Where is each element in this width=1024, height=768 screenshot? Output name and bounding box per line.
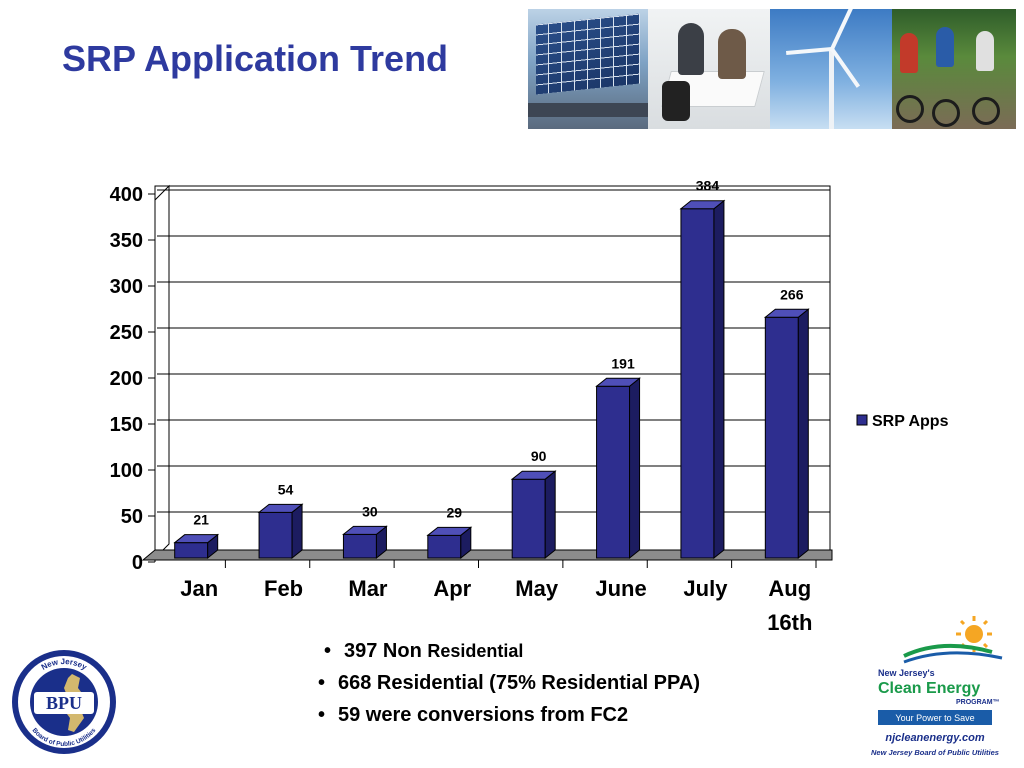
legend-swatch xyxy=(856,414,868,426)
logo-line2: Clean Energy xyxy=(878,680,980,697)
bullet-suffix: Residential xyxy=(427,641,524,661)
bullet-main: 59 were conversions from FC2 xyxy=(338,704,629,726)
bullet-item: • 59 were conversions from FC2 xyxy=(318,704,629,726)
clean-energy-program-logo: New Jersey's Clean Energy PROGRAM™ Your … xyxy=(871,616,1003,757)
x-tick-label: June xyxy=(595,576,646,601)
bar-side xyxy=(713,199,725,560)
logo-tagline: Your Power to Save xyxy=(895,713,974,723)
x-tick-label: May xyxy=(515,576,559,601)
bar-side xyxy=(629,377,641,560)
logo-url: njcleanenergy.com xyxy=(885,732,984,744)
data-label: 21 xyxy=(193,512,209,528)
x-tick-label: Jan xyxy=(180,576,218,601)
x-tick-label-line2: 16th xyxy=(767,610,812,635)
x-tick-label: Aug xyxy=(768,576,811,601)
bar-top xyxy=(595,377,641,387)
legend-label: SRP Apps xyxy=(872,413,949,430)
bar-top xyxy=(510,470,557,480)
y-tick-label: 400 xyxy=(110,184,143,206)
bullet-main: 668 Residential (75% Residential PPA) xyxy=(338,672,700,694)
bar-top xyxy=(257,503,304,513)
y-tick-label: 350 xyxy=(110,230,143,252)
logo-line3: PROGRAM™ xyxy=(956,699,1000,706)
bpu-center-text: BPU xyxy=(46,693,82,713)
bullet-item: • 668 Residential (75% Residential PPA) xyxy=(318,672,700,694)
slide-title: SRP Application Trend xyxy=(62,38,449,79)
bar xyxy=(596,385,631,559)
x-tick-label: July xyxy=(683,576,728,601)
bar xyxy=(764,316,799,559)
y-tick-label: 300 xyxy=(110,276,143,298)
bar xyxy=(174,542,209,559)
bpu-seal-logo: New Jersey Board of Public Utilities BPU xyxy=(12,650,116,754)
bar-top xyxy=(342,525,388,535)
bar-top xyxy=(426,526,473,536)
bar xyxy=(427,534,462,559)
x-tick-label: Apr xyxy=(433,576,471,601)
x-tick-label: Mar xyxy=(348,576,388,601)
bar-side xyxy=(544,470,556,560)
photo-banner xyxy=(528,9,1016,129)
bar-chart: 0 50 100 150 200 250 300 350 400 21 Jan 54 Feb 30 Mar 2… xyxy=(110,178,949,635)
logo-line1: New Jersey's xyxy=(878,668,935,678)
solar-panels-photo xyxy=(528,9,648,129)
cyclists-photo xyxy=(892,9,1016,129)
x-tick-label: Feb xyxy=(264,576,303,601)
bar-top xyxy=(763,308,810,318)
plot-area-frame xyxy=(154,185,831,559)
data-label: 191 xyxy=(611,355,635,371)
summary-bullets: • 397 Non Residential • 668 Residential (7… xyxy=(318,640,700,736)
y-tick-label: 50 xyxy=(121,506,143,528)
data-label: 29 xyxy=(447,504,463,520)
bar-top xyxy=(679,200,726,210)
sun-icon xyxy=(956,616,992,652)
data-label: 54 xyxy=(278,481,294,497)
office-meeting-photo xyxy=(648,9,770,129)
bar-side xyxy=(291,503,303,560)
wind-turbine-photo xyxy=(770,9,892,129)
data-label: 90 xyxy=(531,448,547,464)
y-tick-label: 0 xyxy=(132,552,143,574)
chart-floor xyxy=(141,549,833,561)
bullet-main: 397 Non xyxy=(344,640,422,662)
bar-top xyxy=(173,534,220,544)
chart-side-wall xyxy=(154,184,170,560)
data-label: 30 xyxy=(362,503,378,519)
logo-agency: New Jersey Board of Public Utilities xyxy=(871,748,999,757)
y-tick-label: 150 xyxy=(110,414,143,436)
y-tick-label: 250 xyxy=(110,322,143,344)
bullet-item: • 397 Non Residential xyxy=(324,640,524,662)
bar-side xyxy=(797,308,809,560)
bar xyxy=(258,511,293,559)
y-tick-label: 100 xyxy=(110,460,143,482)
bar xyxy=(680,208,715,559)
y-tick-label: 200 xyxy=(110,368,143,390)
bar xyxy=(511,478,546,559)
data-label: 266 xyxy=(780,286,804,302)
data-label: 384 xyxy=(696,178,720,194)
bar xyxy=(342,533,377,559)
